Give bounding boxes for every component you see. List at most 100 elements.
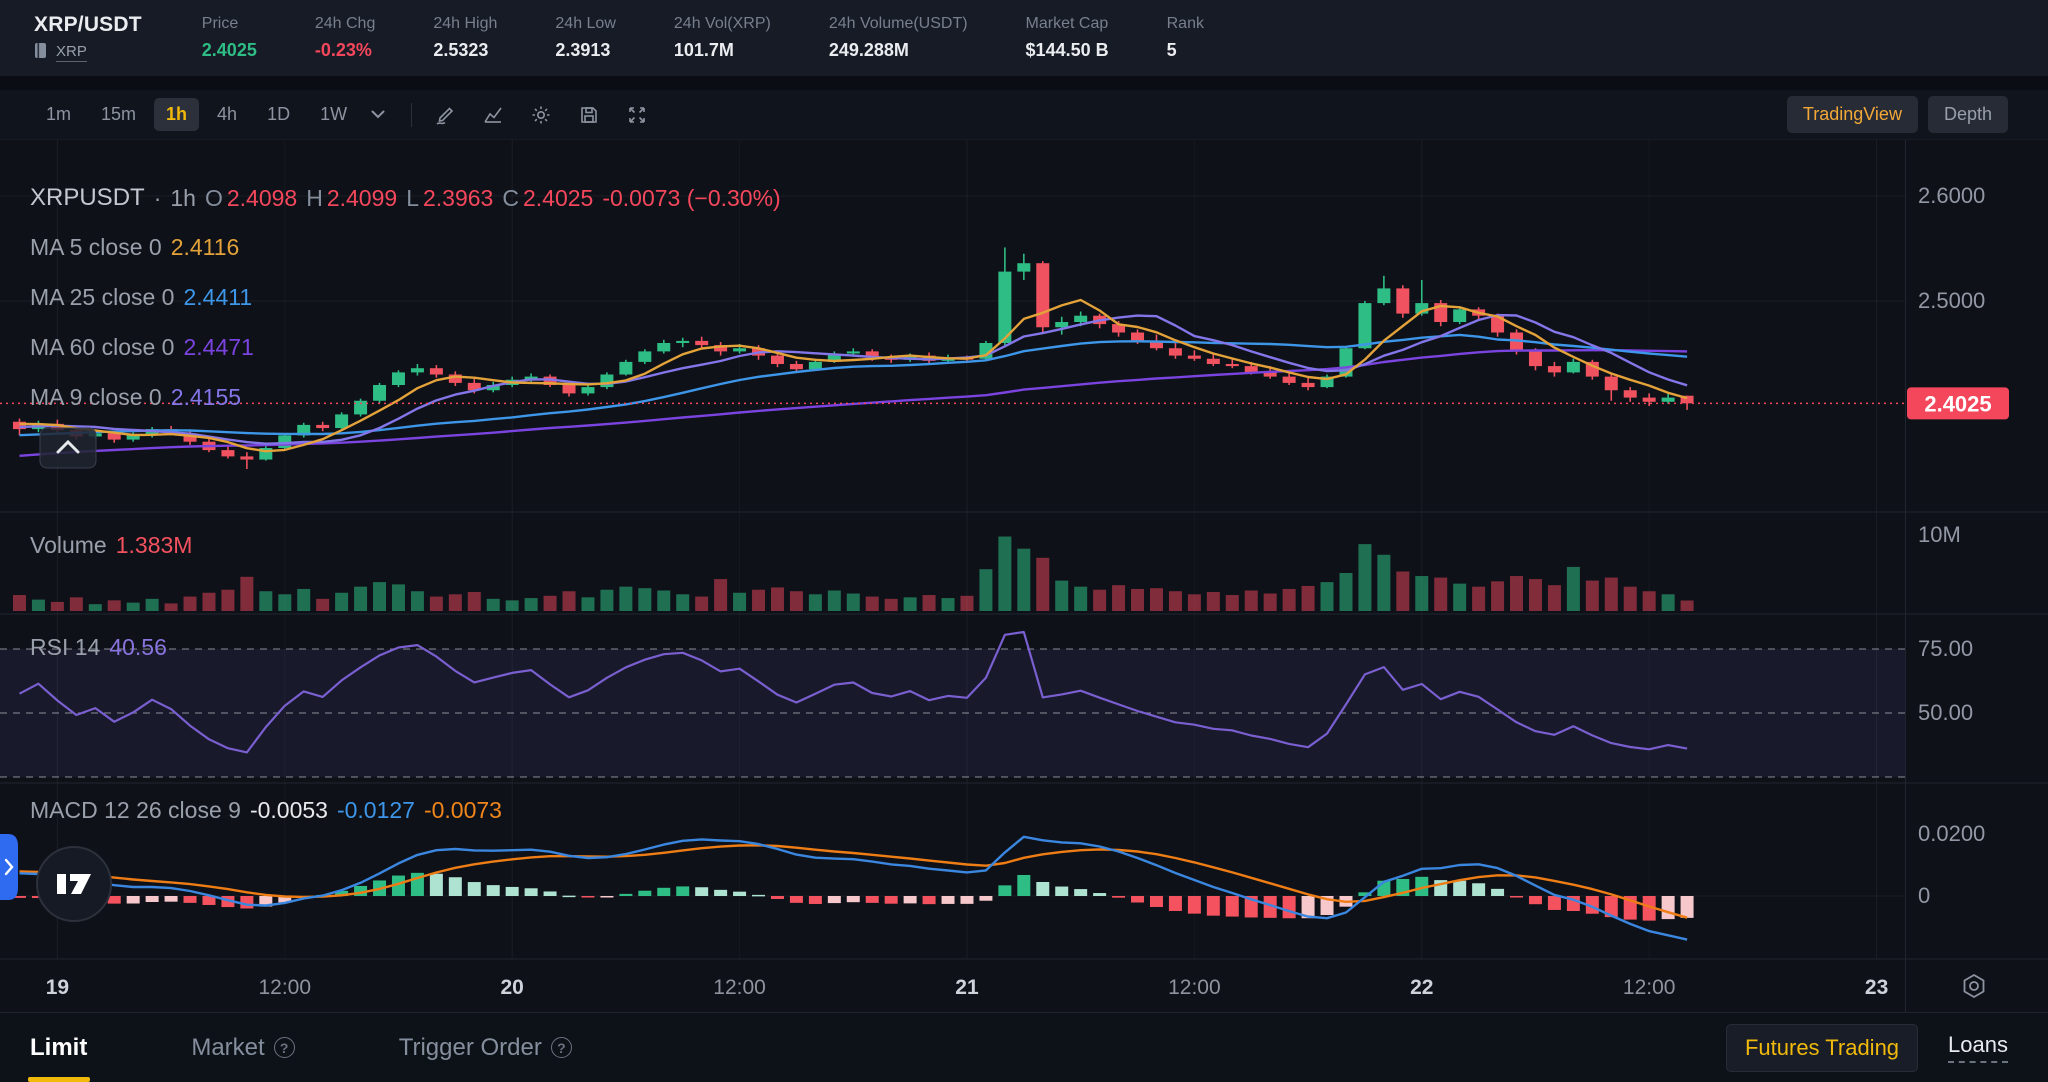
help-icon[interactable]: ? [550,1037,572,1058]
chart-canvas[interactable]: 2.6000 2.5000 10M 75.00 50.00 0.0200 0 2.4025 19… [0,140,2048,1012]
ma5-line [19,298,1688,453]
timeframe-15m[interactable]: 15m [101,104,137,124]
chart-toolbar: 1m 15m 1h 4h 1D 1W TradingView Depth [0,90,2048,140]
collapse-legend-button[interactable] [39,427,97,469]
stat-24h-high: 24h High 2.5323 [433,15,497,61]
volume-bars [12,536,1694,611]
market-stats: Price 2.4025 24h Chg -0.23% 24h High 2.5323 24… [202,15,1204,61]
time-axis-labels: 19 12:00 20 12:00 21 12:00 22 12:00 23 [46,976,1889,999]
stat-value: 2.4025 [201,40,257,60]
macd-histogram [12,872,1694,921]
ma9-line [19,313,1688,445]
stat-label: 24h Vol(XRP) [673,15,771,32]
header-divider [0,76,2048,90]
indicator-icon[interactable] [482,104,504,126]
stat-value: 101.7M [673,40,734,60]
svg-text:0.0200: 0.0200 [1918,821,1985,846]
token-contract-icon [34,42,49,63]
svg-text:75.00: 75.00 [1918,636,1973,661]
order-tab-trigger-order[interactable]: Trigger Order? [399,1013,572,1082]
order-tab-label: Market [191,1033,265,1061]
depth-toggle-button[interactable]: Depth [1927,96,2008,133]
ma25-line [19,333,1688,437]
stat-label: Price [201,15,239,32]
stat-market-cap: Market Cap $144.50 B [1026,15,1109,61]
timeframe-group: 1m 15m 1h 4h 1D 1W [34,98,359,131]
timeframe-1W[interactable]: 1W [320,104,348,124]
more-timeframes-button[interactable] [371,110,385,119]
market-header: XRP/USDT XRP Price 2.4025 24h Chg -0.23% 24h… [0,0,2048,76]
stat-label: 24h Chg [314,15,376,32]
svg-text:2.6000: 2.6000 [1918,183,1985,208]
order-tab-limit[interactable]: Limit [27,1013,90,1082]
bottom-right-links: Futures Trading Loans [1725,1023,2008,1072]
stat-label: Market Cap [1025,15,1109,32]
futures-trading-button[interactable]: Futures Trading [1725,1023,1919,1072]
price-axis-labels: 2.6000 2.5000 10M 75.00 50.00 0.0200 0 [1918,183,1985,908]
stat-24h-volume-usdt-: 24h Volume(USDT) 249.288M [829,15,968,61]
svg-text:21: 21 [955,976,979,999]
order-tab-label: Trigger Order [398,1033,542,1061]
svg-text:12:00: 12:00 [258,976,311,999]
save-icon[interactable] [578,104,600,126]
rsi-line [18,630,1688,754]
base-asset-link[interactable]: XRP [34,42,142,63]
stat-label: 24h Low [555,15,616,32]
stat-price: Price 2.4025 [202,15,257,61]
base-asset-label: XRP [56,43,87,62]
toolbar-divider [411,102,413,127]
order-tab-label: Limit [30,1033,88,1061]
side-panel-tab[interactable] [0,834,18,900]
draw-icon[interactable] [434,104,456,126]
svg-text:12:00: 12:00 [1168,976,1221,999]
stat-24h-chg: 24h Chg -0.23% [315,15,376,61]
order-type-tabs: Limit Market? Trigger Order? [27,1013,572,1082]
view-toggles: TradingView Depth [1777,96,2008,133]
stat-label: Rank [1166,15,1204,32]
chart-area[interactable]: 2.6000 2.5000 10M 75.00 50.00 0.0200 0 2.4025 19… [0,140,2048,1012]
symbol-block: XRP/USDT XRP [34,13,142,63]
help-icon[interactable]: ? [273,1037,295,1058]
stat-label: 24h High [433,15,498,32]
timeframe-1D[interactable]: 1D [267,104,291,124]
timezone-settings-icon[interactable] [1963,973,1985,999]
fullscreen-icon[interactable] [626,104,648,126]
svg-text:23: 23 [1865,976,1888,999]
stat-value: 5 [1166,40,1177,60]
tradingview-watermark [36,846,112,922]
candle-series [12,247,1694,469]
stat-label: 24h Volume(USDT) [828,15,968,32]
stat-24h-low: 24h Low 2.3913 [555,15,616,61]
order-entry-bar: Limit Market? Trigger Order? Futures Tradi… [0,1012,2048,1082]
order-tab-market[interactable]: Market? [191,1013,295,1082]
pair-symbol: XRP/USDT [34,13,142,36]
stat-value: -0.23% [314,40,372,60]
timeframe-1h[interactable]: 1h [154,98,200,131]
svg-text:12:00: 12:00 [1623,976,1676,999]
svg-text:2.4025: 2.4025 [1924,391,1991,416]
stat-value: 2.5323 [433,40,489,60]
stat-value: $144.50 B [1025,40,1109,60]
svg-text:50.00: 50.00 [1918,700,1973,725]
svg-text:12:00: 12:00 [713,976,766,999]
loans-link[interactable]: Loans [1948,1032,2008,1063]
tradingview-toggle-button[interactable]: TradingView [1786,96,1918,133]
svg-text:22: 22 [1410,976,1433,999]
stat-value: 2.3913 [555,40,611,60]
svg-text:20: 20 [500,976,523,999]
stat-value: 249.288M [828,40,909,60]
svg-text:10M: 10M [1918,522,1961,547]
settings-icon[interactable] [530,104,552,126]
stat-rank: Rank 5 [1167,15,1204,61]
active-tab-underline [27,1077,90,1082]
macd-line [19,835,1688,941]
timeframe-4h[interactable]: 4h [217,104,238,124]
svg-text:2.5000: 2.5000 [1918,288,1985,313]
macd-signal-line [19,844,1688,919]
timeframe-1m[interactable]: 1m [46,104,72,124]
last-price-badge [1907,387,2009,420]
stat-24h-vol-xrp-: 24h Vol(XRP) 101.7M [674,15,771,61]
svg-text:0: 0 [1918,883,1930,908]
chart-tools [434,104,648,126]
